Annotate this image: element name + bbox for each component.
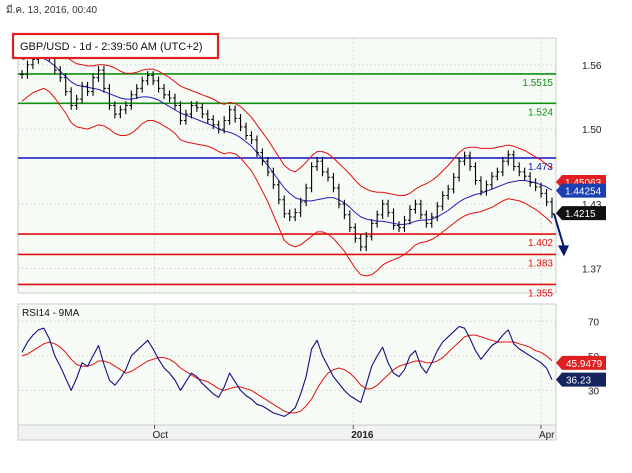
value-tag xyxy=(556,183,606,198)
value-tag-label: 1.44254 xyxy=(565,187,602,198)
x-tick-label: Oct xyxy=(153,430,169,441)
title-frame[interactable] xyxy=(11,32,220,60)
rsi-value-tag xyxy=(556,355,606,370)
rsi-tick-label: 30 xyxy=(588,386,600,397)
price-tick-label: 1.43 xyxy=(582,200,602,211)
level-label: 1.524 xyxy=(528,107,553,118)
projection-arrow-shaft xyxy=(553,213,565,248)
value-tag-label: 1.4215 xyxy=(565,209,596,220)
price-plot-area xyxy=(17,37,557,294)
price-tick-label: 1.37 xyxy=(582,264,602,275)
chart-title: GBP/USD - 1d - 2:39:50 AM (UTC+2) xyxy=(20,41,202,53)
x-axis: Oct 2016 Apr xyxy=(17,424,557,441)
level-label: 1.355 xyxy=(528,288,553,299)
rsi-tick-label: 70 xyxy=(588,317,600,328)
rsi-value-tag xyxy=(556,372,606,387)
rsi-plot-area xyxy=(17,303,557,426)
level-label: 1.402 xyxy=(528,238,553,249)
price-tick-label: 1.56 xyxy=(582,61,602,72)
price-panel: 1.56 1.50 1.43 1.37 1.5515 1.524 1.473 1.402 1.3… xyxy=(17,37,606,299)
rsi-value-tag-label: 36.23 xyxy=(566,376,591,387)
timestamp: มี.ค. 13, 2016, 00:40 xyxy=(6,4,98,16)
x-axis-band xyxy=(17,424,557,441)
bollinger-lower-line xyxy=(21,87,553,277)
rsi-title: RSI14 - 9MA xyxy=(22,308,80,319)
value-tag-label: 1.45063 xyxy=(565,178,602,189)
rsi-line xyxy=(21,325,553,417)
price-tick-label: 1.50 xyxy=(582,125,602,136)
rsi-value-tag-label: 45.9479 xyxy=(566,359,603,370)
rsi-ma-line xyxy=(21,334,553,414)
bollinger-upper-line xyxy=(21,38,553,196)
x-tick-label: Apr xyxy=(539,430,555,441)
moving-average-line xyxy=(21,56,553,225)
x-tick-label: 2016 xyxy=(351,430,374,441)
level-label: 1.383 xyxy=(528,258,553,269)
level-label: 1.5515 xyxy=(522,78,553,89)
value-tag xyxy=(556,206,606,221)
level-label: 1.473 xyxy=(528,162,553,173)
projection-arrow-head xyxy=(558,245,569,257)
